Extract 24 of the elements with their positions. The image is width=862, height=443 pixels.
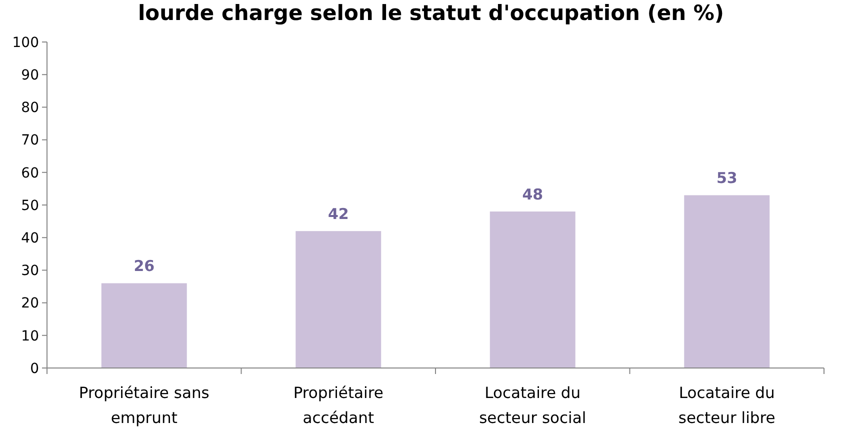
y-tick-label: 100 [12,34,39,51]
y-tick-label: 80 [21,100,39,116]
data-label: 26 [134,257,155,276]
y-tick-label: 20 [21,296,39,312]
y-tick-label: 50 [21,198,39,214]
x-tick-label: Propriétaire sans emprunt [78,384,210,427]
y-tick-label: 30 [21,263,39,280]
bar [101,283,187,368]
y-tick-label: 90 [21,68,39,84]
data-label: 42 [328,205,349,224]
y-tick-label: 70 [21,132,39,149]
bar [684,195,770,368]
y-tick-label: 60 [21,165,39,182]
x-tick-label: Locataire du secteur libre [678,384,776,427]
x-tick-label: Locataire du secteur social [479,384,586,427]
x-tick-label: Propriétaire accédant [293,384,384,427]
bar [296,231,382,368]
y-tick-label: 0 [30,360,39,377]
data-label: 53 [716,169,738,188]
y-tick-label: 40 [21,230,39,246]
bar [490,212,576,368]
chart-title: lourde charge selon le statut d'occupation (en %) [138,1,724,25]
y-tick-label: 10 [21,328,39,344]
data-label: 48 [522,186,544,204]
